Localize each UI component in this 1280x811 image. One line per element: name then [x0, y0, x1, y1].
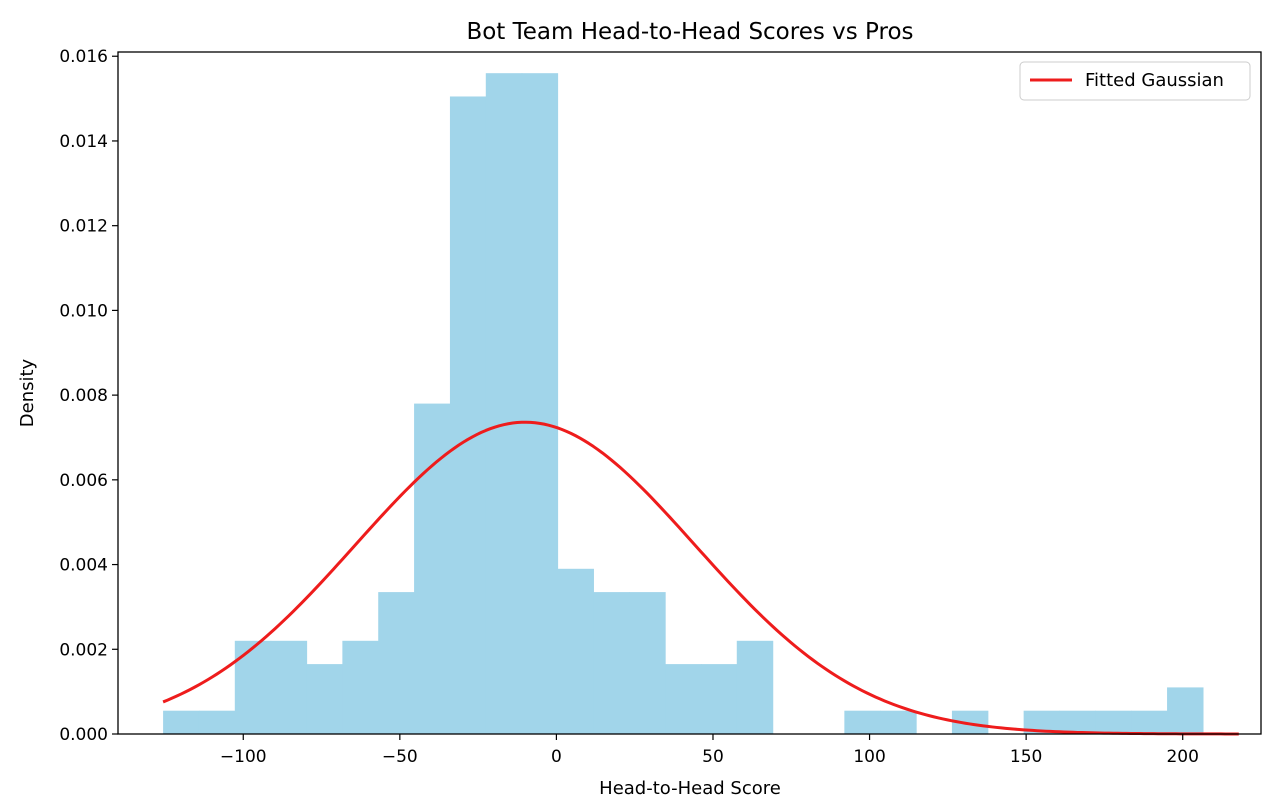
histogram-bar-8	[449, 96, 487, 734]
histogram-bar-7	[414, 403, 451, 734]
histogram-bar-3	[270, 640, 308, 734]
y-tick-label-6: 0.012	[59, 217, 108, 237]
x-tick-label-1: −50	[382, 747, 418, 767]
histogram-bar-15	[700, 664, 738, 734]
histogram-bar-28	[1167, 687, 1204, 734]
histogram-bars	[163, 73, 1204, 735]
y-tick-label-2: 0.004	[59, 556, 108, 576]
x-tick-label-2: 0	[551, 747, 562, 767]
histogram-bar-27	[1131, 710, 1168, 734]
y-tick-label-8: 0.016	[59, 47, 108, 67]
histogram-bar-24	[1023, 710, 1061, 734]
y-tick-label-0: 0.000	[59, 725, 108, 745]
histogram-bar-19	[844, 710, 881, 734]
legend: Fitted Gaussian	[1019, 61, 1251, 101]
histogram-bar-6	[378, 592, 415, 734]
y-tick-label-4: 0.008	[59, 386, 108, 406]
x-tick-label-0: −100	[220, 747, 267, 767]
x-tick-label-6: 200	[1166, 747, 1198, 767]
y-tick-label-7: 0.014	[59, 132, 108, 152]
legend-box	[1019, 61, 1251, 101]
histogram-bar-0	[163, 710, 200, 734]
y-tick-label-3: 0.006	[59, 471, 108, 491]
x-axis-label: Head-to-Head Score	[599, 778, 781, 799]
legend-label-fitted-gaussian: Fitted Gaussian	[1085, 70, 1224, 91]
histogram-bar-1	[198, 710, 236, 734]
y-tick-label-5: 0.010	[59, 301, 108, 321]
histogram-bar-12	[593, 592, 630, 734]
histogram-bar-14	[665, 664, 702, 734]
histogram-bar-25	[1059, 710, 1096, 734]
histogram-bar-2	[234, 640, 272, 734]
histogram-bar-16	[736, 640, 774, 734]
histogram-bar-20	[880, 710, 917, 734]
plot-area-frame	[117, 51, 1262, 735]
gaussian-curve-group	[162, 420, 1239, 736]
histogram-bar-26	[1095, 710, 1132, 734]
histogram-bar-11	[557, 568, 594, 734]
x-tick-label-4: 100	[853, 747, 885, 767]
y-axis-ticks: 0.000 0.002 0.004 0.006 0.008 0.010 0.012 0.014…	[59, 47, 118, 745]
chart-title: Bot Team Head-to-Head Scores vs Pros	[466, 19, 913, 45]
x-tick-label-3: 50	[702, 747, 724, 767]
histogram-bar-13	[629, 592, 666, 734]
y-tick-label-1: 0.002	[59, 640, 108, 660]
histogram-bar-22	[951, 710, 989, 734]
histogram-bar-9	[485, 73, 523, 735]
fitted-gaussian-curve	[162, 420, 1239, 736]
histogram-bar-5	[342, 640, 379, 734]
x-tick-label-5: 150	[1010, 747, 1042, 767]
y-axis-label: Density	[17, 358, 38, 427]
histogram-bar-4	[306, 664, 343, 734]
histogram-bar-10	[521, 73, 559, 735]
x-axis-ticks: −100 −50 0 50 100 150 200	[220, 734, 1199, 767]
